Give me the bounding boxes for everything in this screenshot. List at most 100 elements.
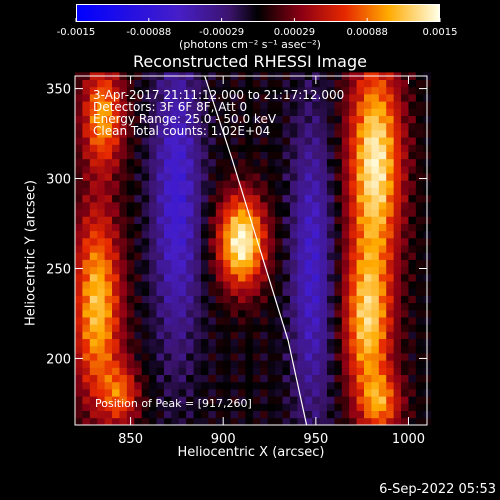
heatmap-cell bbox=[364, 295, 372, 304]
heatmap-cell bbox=[82, 295, 91, 304]
heatmap-cell bbox=[186, 389, 194, 397]
heatmap-cell bbox=[230, 237, 239, 246]
heatmap-cell bbox=[119, 165, 128, 174]
heatmap-cell bbox=[260, 381, 269, 390]
heatmap-cell bbox=[297, 101, 306, 109]
heatmap-cell bbox=[252, 353, 261, 361]
heatmap-cell bbox=[238, 259, 246, 268]
heatmap-cell bbox=[171, 417, 180, 426]
heatmap-cell bbox=[208, 345, 217, 354]
heatmap-cell bbox=[104, 281, 113, 289]
heatmap-cell bbox=[200, 288, 209, 296]
heatmap-cell bbox=[89, 396, 98, 404]
heatmap-cell bbox=[393, 281, 402, 289]
heatmap-cell bbox=[312, 338, 320, 347]
heatmap-cell bbox=[104, 129, 113, 138]
heatmap-cell bbox=[393, 223, 402, 232]
heatmap-cell bbox=[141, 252, 150, 260]
heatmap-cell bbox=[319, 403, 328, 412]
heatmap-cell bbox=[186, 259, 194, 268]
heatmap-cell bbox=[163, 158, 172, 167]
heatmap-cell bbox=[119, 209, 128, 217]
heatmap-cell bbox=[230, 396, 239, 404]
heatmap-cell bbox=[119, 302, 128, 311]
heatmap-cell bbox=[119, 317, 128, 325]
colorbar-tick-label: 0.00029 bbox=[274, 27, 315, 38]
heatmap-cell bbox=[230, 410, 239, 419]
heatmap-cell bbox=[104, 345, 113, 354]
heatmap-cell bbox=[312, 403, 320, 412]
heatmap-cell bbox=[386, 396, 395, 404]
heatmap-cell bbox=[208, 381, 217, 390]
heatmap-cell bbox=[163, 374, 172, 383]
heatmap-cell bbox=[178, 209, 187, 217]
heatmap-cell bbox=[119, 367, 128, 376]
heatmap-cell bbox=[312, 187, 320, 196]
heatmap-cell bbox=[186, 151, 194, 160]
heatmap-cell bbox=[371, 396, 380, 404]
heatmap-cell bbox=[364, 137, 372, 145]
heatmap-cell bbox=[238, 122, 246, 131]
heatmap-cell bbox=[415, 194, 424, 203]
heatmap-cell bbox=[97, 360, 106, 368]
heatmap-cell bbox=[119, 403, 128, 412]
heatmap-cell bbox=[349, 252, 357, 260]
heatmap-cell bbox=[112, 403, 120, 412]
heatmap-cell bbox=[415, 266, 424, 275]
heatmap-cell bbox=[378, 86, 387, 95]
heatmap-cell bbox=[364, 165, 372, 174]
heatmap-cell bbox=[386, 266, 395, 275]
heatmap-cell bbox=[393, 79, 402, 88]
heatmap-cell bbox=[245, 295, 254, 304]
heatmap-cell bbox=[297, 288, 306, 296]
heatmap-cell bbox=[275, 165, 283, 174]
heatmap-cell bbox=[319, 273, 328, 282]
heatmap-cell bbox=[141, 417, 150, 426]
heatmap-cell bbox=[119, 216, 128, 224]
heatmap-cell bbox=[252, 187, 261, 196]
heatmap-cell bbox=[282, 410, 291, 419]
heatmap-cell bbox=[230, 295, 239, 304]
heatmap-cell bbox=[238, 353, 246, 361]
heatmap-cell bbox=[186, 108, 194, 116]
heatmap-cell bbox=[326, 309, 335, 318]
heatmap-cell bbox=[75, 230, 83, 239]
heatmap-cell bbox=[193, 180, 202, 188]
heatmap-cell bbox=[208, 324, 217, 332]
heatmap-cell bbox=[89, 158, 98, 167]
heatmap-cell bbox=[119, 295, 128, 304]
heatmap-cell bbox=[267, 194, 276, 203]
heatmap-cell bbox=[393, 137, 402, 145]
heatmap-cell bbox=[289, 338, 298, 347]
heatmap-cell bbox=[156, 165, 165, 174]
heatmap-cell bbox=[163, 173, 172, 181]
heatmap-cell bbox=[82, 338, 91, 347]
heatmap-cell bbox=[378, 93, 387, 102]
heatmap-cell bbox=[371, 288, 380, 296]
heatmap-cell bbox=[112, 324, 120, 332]
heatmap-cell bbox=[200, 324, 209, 332]
heatmap-cell bbox=[252, 317, 261, 325]
heatmap-cell bbox=[171, 309, 180, 318]
heatmap-cell bbox=[312, 266, 320, 275]
heatmap-cell bbox=[223, 338, 232, 347]
heatmap-cell bbox=[82, 259, 91, 268]
heatmap-cell bbox=[97, 417, 106, 426]
heatmap-cell bbox=[89, 209, 98, 217]
heatmap-cell bbox=[275, 273, 283, 282]
heatmap-cell bbox=[312, 101, 320, 109]
heatmap-cell bbox=[334, 173, 343, 181]
heatmap-cell bbox=[134, 194, 143, 203]
heatmap-cell bbox=[89, 245, 98, 253]
heatmap-cell bbox=[289, 137, 298, 145]
heatmap-cell bbox=[275, 144, 283, 152]
heatmap-cell bbox=[238, 410, 246, 419]
heatmap-cell bbox=[386, 165, 395, 174]
heatmap-cell bbox=[282, 187, 291, 196]
heatmap-cell bbox=[371, 417, 380, 426]
heatmap-cell bbox=[326, 403, 335, 412]
heatmap-cell bbox=[223, 374, 232, 383]
heatmap-cell bbox=[319, 389, 328, 397]
heatmap-cell bbox=[126, 165, 135, 174]
heatmap-cell bbox=[178, 302, 187, 311]
